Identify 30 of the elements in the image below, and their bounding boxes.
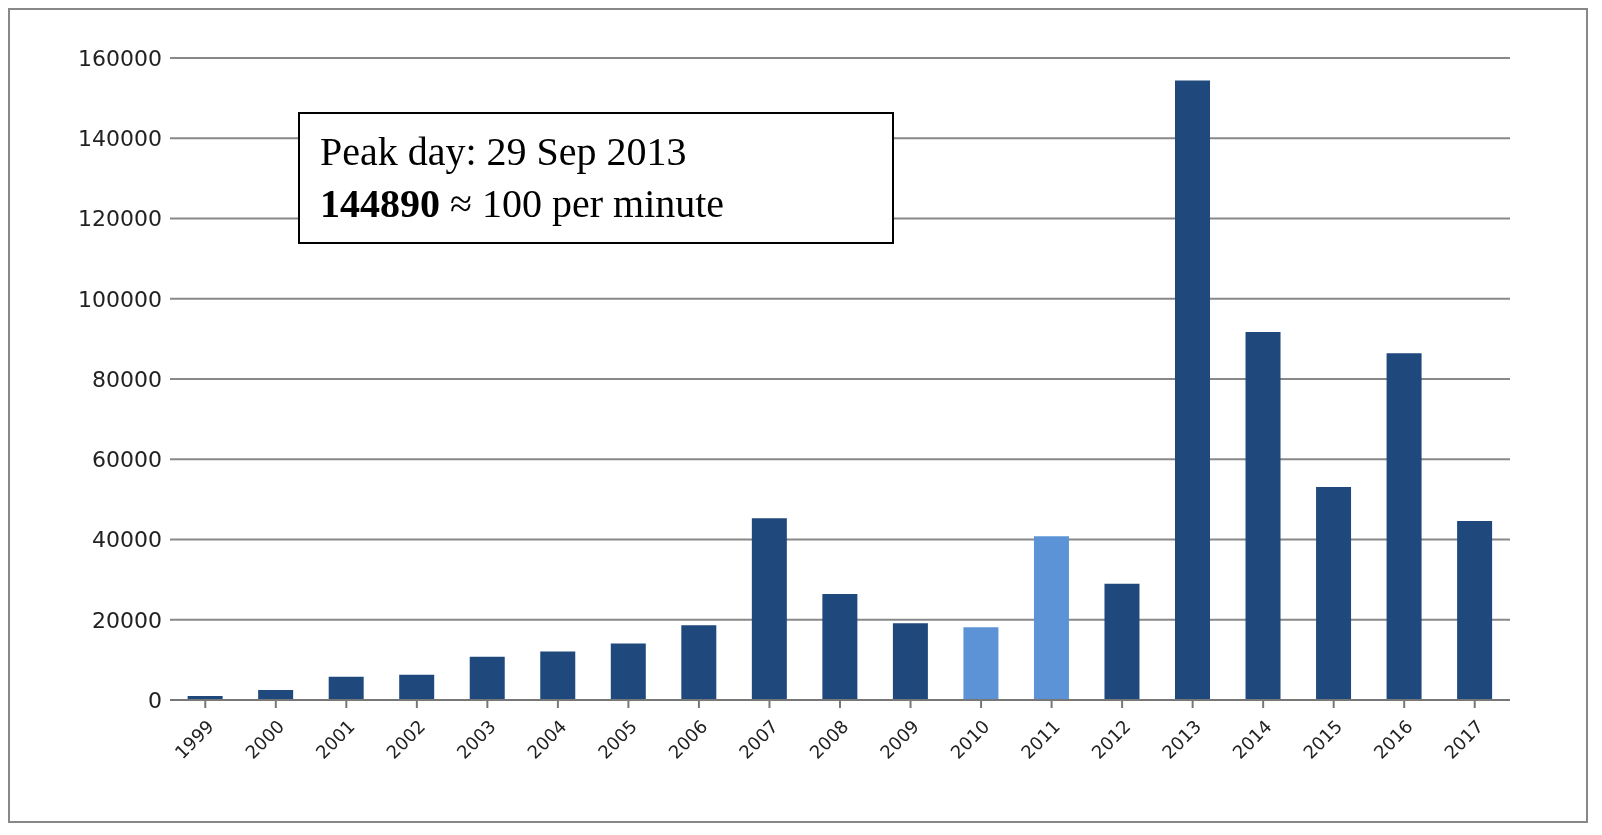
bar: [540, 651, 576, 700]
bar: [1175, 80, 1210, 700]
y-tick-label: 40000: [92, 527, 162, 553]
y-tick-label: 80000: [92, 366, 162, 392]
y-tick-label: 0: [148, 687, 162, 713]
y-tick-label: 60000: [92, 447, 162, 473]
bar: [751, 518, 787, 700]
bar: [1457, 521, 1493, 700]
y-tick-label: 20000: [92, 607, 162, 633]
bar: [399, 674, 435, 700]
bar: [963, 627, 999, 700]
bar: [610, 643, 646, 700]
bar: [1245, 332, 1281, 700]
annotation: Peak day: 29 Sep 2013: [320, 128, 688, 176]
y-tick-label: 140000: [78, 126, 162, 152]
bar: [892, 623, 928, 700]
bar: [1386, 353, 1422, 700]
bar: [822, 594, 858, 700]
y-tick-label: 160000: [78, 45, 162, 71]
bar: [1316, 486, 1352, 700]
bar: [681, 625, 717, 700]
y-tick-label: 100000: [78, 286, 162, 312]
y-tick-label: 120000: [78, 206, 162, 232]
bar: [1104, 583, 1140, 700]
bar: [1033, 536, 1069, 700]
annotation: 144890 ≈ 100 per minute: [320, 180, 726, 228]
bar: [469, 656, 505, 700]
text-box: Peak day: 29 Sep 2013 144890 ≈ 100 per minute: [298, 112, 894, 244]
bar: [328, 676, 364, 700]
bar: [258, 689, 294, 700]
